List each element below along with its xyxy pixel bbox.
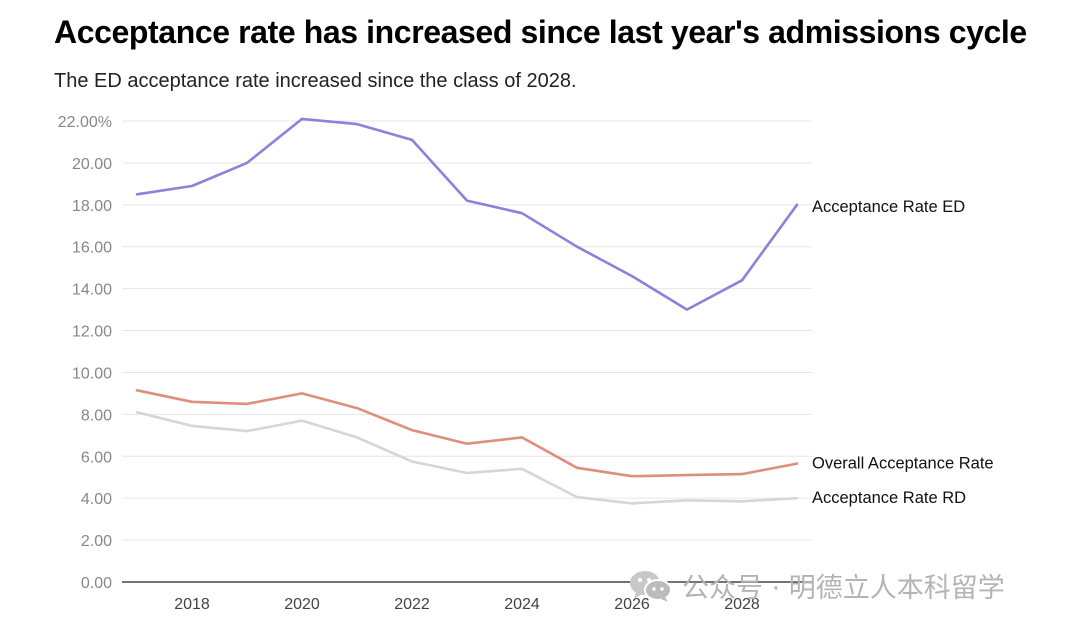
y-tick-label: 8.00 bbox=[81, 407, 112, 424]
series-label-overall-acceptance-rate: Overall Acceptance Rate bbox=[812, 455, 994, 473]
y-tick-label: 12.00 bbox=[72, 324, 112, 341]
x-tick-label: 2018 bbox=[174, 596, 210, 613]
y-axis-ticks: 22.00% 20.00 18.00 16.00 14.00 12.00 10.00 8.00… bbox=[58, 114, 112, 592]
series-label-acceptance-rate-rd: Acceptance Rate RD bbox=[812, 489, 966, 507]
series-line-overall-acceptance-rate bbox=[135, 388, 799, 478]
series-line-acceptance-rate-ed bbox=[135, 117, 799, 311]
y-tick-label: 18.00 bbox=[72, 198, 112, 215]
y-tick-label: 6.00 bbox=[81, 449, 112, 466]
y-tick-label: 4.00 bbox=[81, 491, 112, 508]
y-tick-label: 0.00 bbox=[81, 575, 112, 592]
x-tick-label: 2022 bbox=[394, 596, 430, 613]
y-tick-label: 2.00 bbox=[81, 533, 112, 550]
gridlines bbox=[122, 120, 812, 583]
y-tick-label: 14.00 bbox=[72, 282, 112, 299]
wechat-icon bbox=[630, 570, 672, 602]
series-lines bbox=[135, 117, 799, 505]
y-tick-label: 10.00 bbox=[72, 365, 112, 382]
y-tick-label: 20.00 bbox=[72, 156, 112, 173]
chart-subtitle: The ED acceptance rate increased since t… bbox=[54, 70, 577, 92]
watermark: 公众号 · 明德立人本科留学 bbox=[628, 566, 1005, 605]
series-label-acceptance-rate-ed: Acceptance Rate ED bbox=[812, 198, 965, 216]
y-tick-label: 22.00% bbox=[58, 114, 112, 131]
x-tick-label: 2024 bbox=[504, 596, 540, 613]
series-labels: Acceptance Rate ED Overall Acceptance Rat… bbox=[812, 198, 994, 507]
x-tick-label: 2020 bbox=[284, 596, 320, 613]
series-line-acceptance-rate-rd bbox=[135, 410, 799, 505]
x-tick-label: 2026 bbox=[614, 596, 650, 613]
chart-title: Acceptance rate has increased since last… bbox=[54, 14, 1027, 50]
watermark-text: 公众号 · 明德立人本科留学 bbox=[682, 573, 1005, 604]
x-tick-label: 2028 bbox=[724, 596, 760, 613]
x-axis-ticks: 2018 2020 2022 2024 2026 2028 bbox=[174, 596, 760, 613]
y-tick-label: 16.00 bbox=[72, 240, 112, 257]
